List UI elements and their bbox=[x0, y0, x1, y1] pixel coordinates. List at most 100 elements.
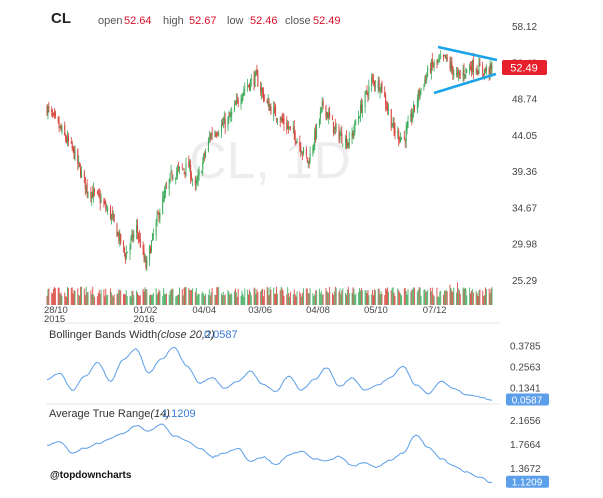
candle-body bbox=[194, 179, 196, 185]
candle-body bbox=[159, 212, 161, 220]
candle-body bbox=[472, 59, 474, 73]
candle-body bbox=[113, 214, 115, 222]
volume-bar bbox=[177, 295, 179, 305]
candle-body bbox=[57, 117, 59, 122]
time-tick-label: 04/04 bbox=[192, 305, 216, 316]
candle-body bbox=[275, 118, 277, 120]
volume-bar bbox=[189, 289, 191, 305]
candle-body bbox=[266, 99, 268, 103]
candle-body bbox=[188, 161, 190, 168]
volume-bar bbox=[204, 296, 206, 305]
candle-body bbox=[248, 83, 250, 90]
volume-bar bbox=[307, 292, 309, 305]
candle-body bbox=[224, 118, 226, 128]
volume-bar bbox=[393, 292, 395, 305]
candle-body bbox=[463, 69, 465, 76]
candle-body bbox=[168, 179, 170, 190]
volume-bar bbox=[359, 290, 361, 305]
volume-bar bbox=[433, 296, 435, 305]
volume-bar bbox=[215, 295, 217, 305]
volume-bar bbox=[198, 293, 200, 305]
volume-bar bbox=[255, 293, 257, 305]
candle-body bbox=[156, 214, 158, 221]
volume-bar bbox=[178, 287, 180, 305]
candle-body bbox=[109, 206, 111, 219]
volume-bar bbox=[381, 293, 383, 305]
volume-bar bbox=[158, 289, 160, 305]
volume-bar bbox=[192, 288, 194, 305]
candle-body bbox=[390, 109, 392, 128]
candle-body bbox=[241, 97, 243, 102]
volume-bar bbox=[374, 290, 376, 305]
volume-bar bbox=[354, 295, 356, 305]
candle-body bbox=[181, 167, 183, 168]
candle-body bbox=[80, 167, 82, 177]
candle-body bbox=[436, 59, 438, 63]
triangle-upper-line bbox=[437, 45, 498, 62]
time-tick-label: 01/02 bbox=[134, 305, 158, 316]
volume-bar bbox=[348, 293, 350, 305]
candle-body bbox=[279, 121, 281, 123]
candle-body bbox=[130, 238, 132, 244]
candle-body bbox=[282, 118, 284, 122]
volume-bar bbox=[191, 290, 193, 305]
candle-body bbox=[425, 77, 427, 79]
volume-bar bbox=[399, 292, 401, 305]
volume-bar bbox=[64, 292, 66, 305]
candle-body bbox=[105, 204, 107, 209]
volume-bar bbox=[46, 295, 48, 305]
candle-body bbox=[404, 138, 406, 142]
volume-bar bbox=[185, 286, 187, 305]
volume-bar bbox=[275, 286, 277, 305]
volume-bar bbox=[287, 287, 289, 305]
volume-bar bbox=[338, 291, 340, 305]
volume-bar bbox=[60, 292, 62, 305]
high-label: high bbox=[163, 15, 184, 27]
candle-body bbox=[378, 79, 380, 91]
candle-body bbox=[287, 126, 289, 129]
indicator-last-value-box bbox=[506, 393, 549, 406]
volume-bar bbox=[430, 291, 432, 305]
candle-body bbox=[112, 215, 114, 218]
candle-body bbox=[270, 106, 272, 114]
time-tick-label: 03/06 bbox=[248, 305, 272, 316]
volume-bar bbox=[120, 290, 122, 305]
volume-bar bbox=[178, 294, 180, 305]
volume-bar bbox=[146, 289, 148, 305]
candle-body bbox=[345, 137, 347, 144]
volume-bar bbox=[275, 293, 277, 305]
low-label: low bbox=[227, 15, 244, 27]
volume-bar bbox=[70, 287, 72, 305]
volume-bar bbox=[459, 293, 461, 305]
volume-bar bbox=[302, 292, 304, 305]
volume-bar bbox=[283, 295, 285, 305]
candle-body bbox=[230, 112, 232, 117]
volume-bar bbox=[384, 295, 386, 305]
candle-body bbox=[59, 126, 61, 128]
watermark: CL, 1D bbox=[189, 132, 351, 190]
candle-body bbox=[110, 214, 112, 220]
candle-body bbox=[204, 154, 206, 157]
candle-body bbox=[392, 122, 394, 125]
volume-bar bbox=[58, 287, 60, 305]
candle-body bbox=[325, 105, 327, 117]
candle-body bbox=[155, 221, 157, 236]
volume-bar bbox=[270, 289, 272, 305]
volume-bar bbox=[325, 288, 327, 305]
candle-body bbox=[51, 109, 53, 112]
candle-body bbox=[217, 133, 219, 135]
candle-body bbox=[244, 88, 246, 90]
volume-bar bbox=[462, 287, 464, 305]
volume-bar bbox=[391, 288, 393, 305]
candle-body bbox=[71, 142, 73, 149]
volume-bar bbox=[282, 290, 284, 305]
candle-body bbox=[372, 78, 374, 79]
volume-bar bbox=[309, 288, 311, 305]
candle-body bbox=[77, 149, 79, 165]
volume-bar bbox=[346, 289, 348, 305]
volume-bar bbox=[341, 290, 343, 305]
candle-body bbox=[280, 117, 282, 121]
candle-body bbox=[67, 136, 69, 142]
volume-bar bbox=[366, 293, 368, 305]
